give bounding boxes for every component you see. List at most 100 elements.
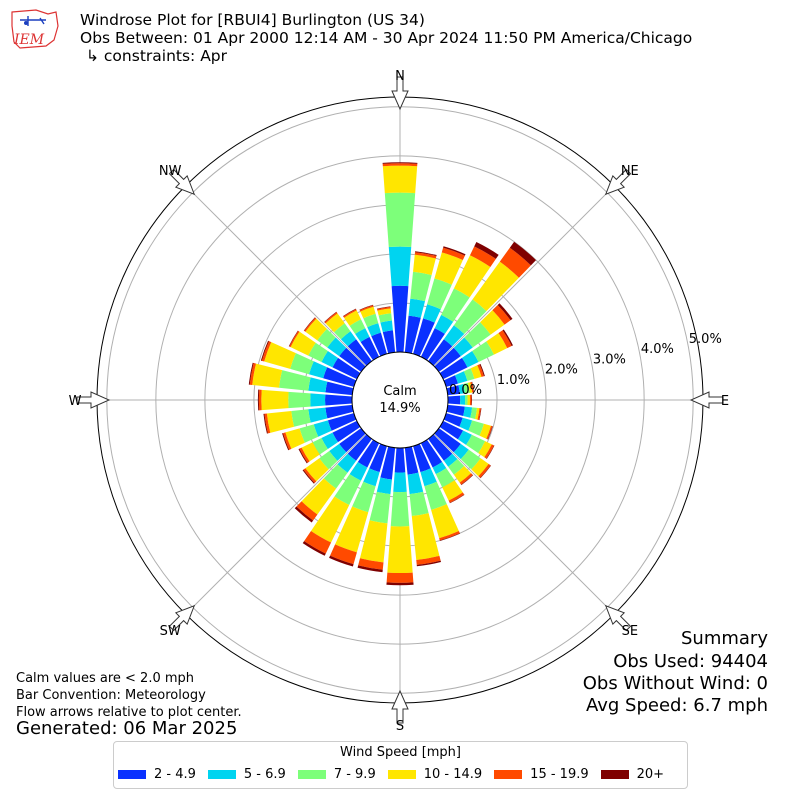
windrose-bar-segment: [428, 339, 453, 366]
windrose-bar-segment: [449, 494, 465, 504]
windrose-bar-segment: [439, 531, 460, 541]
windrose-bar-segment: [472, 341, 494, 363]
windrose-bar-segment: [301, 478, 337, 515]
windrose-bar-segment: [380, 446, 396, 480]
windrose-bar-segment: [480, 310, 505, 335]
windrose-bar-segment: [434, 347, 461, 372]
windrose-bar-segment: [443, 325, 465, 347]
windrose-bar-segment: [460, 449, 481, 470]
windrose-bar-segment: [409, 491, 429, 517]
windrose-bar-segment: [486, 425, 493, 440]
windrose-bar-segment: [420, 439, 443, 468]
windrose-bar-segment: [463, 406, 473, 418]
windrose-bar-segment: [443, 246, 466, 256]
windrose-bar-segment: [464, 322, 491, 348]
windrose-bar-segment: [408, 298, 426, 318]
windrose-bar-segment: [291, 409, 311, 427]
windrose-bar-segment: [369, 443, 387, 473]
summary-title: Summary: [681, 628, 768, 649]
windrose-bar-segment: [407, 472, 424, 495]
windrose-bar-segment: [492, 304, 511, 325]
windrose-bar-segment: [248, 362, 254, 385]
windrose-bar-segment: [299, 424, 319, 443]
windrose-bar-segment: [359, 520, 388, 563]
windrose-bar-segment: [411, 513, 440, 560]
compass-label: SE: [622, 624, 638, 639]
windrose-bar-segment: [317, 328, 336, 348]
windrose-bar-segment: [441, 247, 465, 261]
windrose-bar-segment: [448, 459, 465, 475]
windrose-bar-segment: [321, 350, 338, 368]
windrose-bar-segment: [266, 411, 295, 433]
windrose-bar-segment: [323, 367, 357, 387]
legend-item: 7 - 9.9: [297, 767, 376, 782]
windrose-bar-segment: [428, 434, 453, 461]
windrose-bar-segment: [463, 382, 470, 394]
grid-spoke: [185, 433, 367, 615]
windrose-bar-segment: [470, 407, 478, 419]
windrose-bar-segment: [321, 432, 338, 450]
windrose-bar-segment: [319, 451, 338, 470]
flow-arrows-note: Flow arrows relative to plot center.: [16, 705, 242, 720]
compass-label: NW: [159, 164, 182, 179]
windrose-bar-segment: [477, 408, 481, 420]
windrose-bar-segment: [463, 368, 475, 381]
windrose-bar-segment: [261, 389, 289, 411]
windrose-bar-segment: [420, 328, 445, 361]
windrose-bar-segment: [404, 446, 419, 475]
windrose-bar-segment: [283, 432, 292, 450]
windrose-bar-segment: [252, 363, 283, 388]
calm-note: Calm values are < 2.0 mph: [16, 671, 195, 686]
legend-item: 20+: [600, 767, 664, 782]
windrose-bar-segment: [471, 458, 489, 477]
windrose-bar-segment: [443, 413, 463, 427]
windrose-bar-segment: [288, 391, 311, 409]
windrose-bar-segment: [310, 393, 326, 407]
legend-item: 5 - 6.9: [207, 767, 286, 782]
windrose-bar-segment: [388, 246, 412, 287]
windrose-bar-segment: [453, 443, 469, 460]
windrose-bar-segment: [416, 555, 441, 565]
windrose-bar-segment: [386, 572, 414, 583]
windrose-bar-segment: [313, 420, 332, 437]
windrose-bar-segment: [404, 315, 421, 354]
windrose-bar-segment: [453, 337, 473, 357]
compass-arrow-icon: [76, 391, 111, 409]
windrose-bar-segment: [302, 541, 326, 556]
windrose-bar-segment: [371, 332, 387, 357]
windrose-bar-segment: [339, 428, 366, 453]
legend-item: 10 - 14.9: [387, 767, 482, 782]
windrose-bar-segment: [347, 339, 372, 366]
windrose-bar-segment: [413, 318, 435, 357]
windrose-bar-segment: [332, 420, 361, 443]
logo-text: IEM: [13, 32, 45, 48]
windrose-bar-segment: [304, 317, 317, 332]
legend-label: 5 - 6.9: [243, 767, 286, 782]
windrose-bar-segment: [478, 408, 482, 421]
windrose-bar-segment: [363, 468, 380, 487]
calm-circle: [351, 351, 449, 449]
windrose-bar-segment: [415, 251, 437, 257]
windrose-bar-segment: [487, 426, 493, 440]
windrose-bar-segment: [394, 447, 406, 473]
windrose-bar-segment: [470, 381, 474, 393]
windrose-bar-segment: [393, 472, 407, 493]
windrose-bar-segment: [249, 362, 257, 385]
windrose-bar-segment: [410, 271, 432, 302]
windrose-bar-segment: [359, 304, 374, 311]
windrose-bar-segment: [263, 413, 268, 434]
windrose-bar-segment: [446, 385, 460, 396]
windrose-bar-segment: [299, 447, 310, 463]
windrose-bar-segment: [288, 330, 299, 347]
compass-label: N: [395, 69, 405, 84]
windrose-bar-segment: [446, 404, 465, 416]
windrose-bar-segment: [461, 474, 474, 486]
windrose-bar-segment: [363, 313, 379, 328]
windrose-bar-segment: [453, 466, 472, 483]
windrose-bar-segment: [462, 350, 479, 368]
windrose-bar-segment: [509, 241, 537, 266]
windrose-bar-segment: [352, 481, 376, 513]
ring-label: 2.0%: [545, 363, 578, 378]
ring-label: 3.0%: [593, 352, 626, 367]
windrose-bar-segment: [479, 423, 492, 439]
